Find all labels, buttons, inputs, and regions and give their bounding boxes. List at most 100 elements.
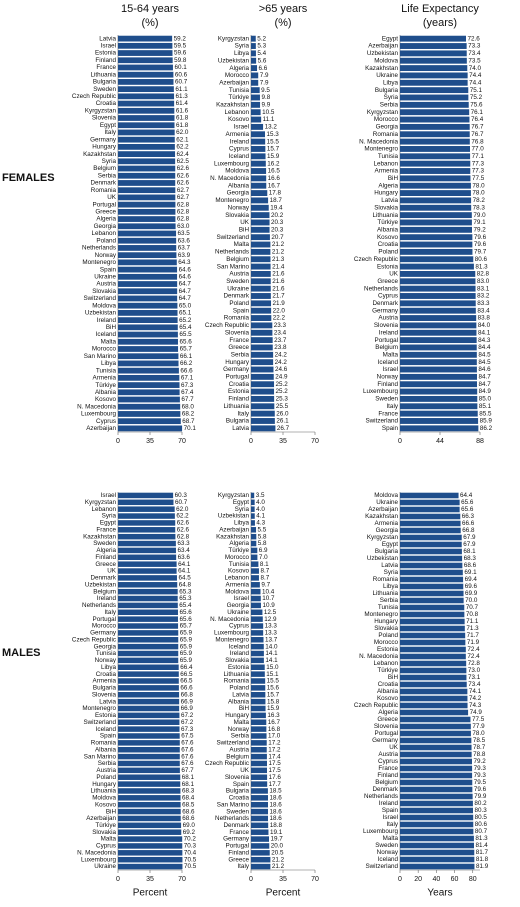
category-label: Belgium <box>375 779 398 786</box>
value-label: 21.6 <box>272 285 285 292</box>
category-label: Albania <box>377 226 399 233</box>
bar <box>118 753 180 760</box>
bar <box>118 165 176 172</box>
bar <box>118 79 174 85</box>
category-label: Slovenia <box>92 691 117 698</box>
value-label: 79.6 <box>474 234 487 241</box>
bar <box>400 779 473 786</box>
x-axis-label: Years <box>427 888 452 899</box>
value-label: 77.0 <box>472 146 485 153</box>
category-label: Uzbekistan <box>367 555 399 562</box>
value-label: 21.6 <box>272 278 285 285</box>
bar <box>118 310 178 316</box>
value-label: 17.6 <box>269 774 282 781</box>
bar <box>251 351 274 358</box>
category-label: Montenegro <box>364 611 398 618</box>
category-label: Latvia <box>381 562 398 569</box>
bar <box>251 623 264 629</box>
value-label: 83.0 <box>477 278 490 285</box>
value-label: 15.0 <box>266 664 279 671</box>
category-label: Serbia <box>380 102 399 109</box>
value-label: 74.3 <box>469 702 482 709</box>
category-label: Norway <box>228 726 250 733</box>
value-label: 83.1 <box>477 285 490 292</box>
bar <box>400 72 468 79</box>
bar <box>118 863 183 870</box>
bar <box>400 226 472 233</box>
category-label: N. Macedonia <box>359 138 398 145</box>
bar <box>118 588 178 595</box>
value-label: 77.3 <box>472 160 485 167</box>
category-label: Hungary <box>374 190 399 197</box>
category-label: Netherlands <box>82 245 116 252</box>
bar <box>400 618 465 625</box>
category-label: Kosovo <box>228 568 250 575</box>
value-label: 26.1 <box>276 418 289 425</box>
bar <box>400 256 474 263</box>
value-label: 13.3 <box>265 623 278 630</box>
value-label: 63.0 <box>177 223 190 230</box>
bar <box>251 863 271 870</box>
x-tick-label: 44 <box>436 438 444 445</box>
bar <box>400 765 473 772</box>
category-label: Malta <box>234 241 250 248</box>
category-label: Germany <box>372 737 399 744</box>
bar <box>118 50 173 56</box>
category-label: Sweden <box>93 86 116 93</box>
bar <box>251 307 272 314</box>
bar <box>251 337 273 344</box>
category-label: France <box>378 765 398 772</box>
bar <box>400 681 467 688</box>
category-label: Egypt <box>100 122 116 129</box>
value-label: 17.4 <box>268 753 281 760</box>
value-label: 22.2 <box>273 315 286 322</box>
value-label: 71.7 <box>467 632 480 639</box>
category-label: Finland <box>377 772 398 779</box>
bar <box>400 248 473 255</box>
value-label: 64.1 <box>178 561 191 568</box>
bar <box>118 520 176 526</box>
bar <box>118 194 176 201</box>
category-label: Switzerland <box>216 234 249 241</box>
bar <box>400 674 467 681</box>
value-label: 19.7 <box>271 836 284 843</box>
category-label: Kyrgyzstan <box>85 107 117 114</box>
bar <box>251 650 264 657</box>
value-label: 68.1 <box>463 548 476 555</box>
bar <box>400 856 475 863</box>
value-label: 17.2 <box>268 746 281 753</box>
bar <box>400 814 474 821</box>
value-label: 61.6 <box>176 107 189 114</box>
category-label: Sweden <box>375 396 398 403</box>
category-label: Libya <box>101 360 117 367</box>
bar <box>251 248 271 255</box>
category-label: Libya <box>234 50 250 57</box>
value-label: 15.5 <box>267 138 280 145</box>
category-label: Algeria <box>96 547 116 554</box>
category-label: Italy <box>104 129 116 136</box>
value-label: 60.6 <box>175 71 188 78</box>
value-label: 66.9 <box>181 705 194 712</box>
category-label: UK <box>240 767 250 774</box>
bar <box>400 849 475 856</box>
category-label: Syria <box>102 158 117 165</box>
category-label: Slovakia <box>374 204 398 211</box>
bar <box>251 788 268 794</box>
category-label: Lithuania <box>223 403 249 410</box>
bar <box>251 366 274 373</box>
category-label: Latvia <box>381 197 398 204</box>
value-label: 24.9 <box>275 374 288 381</box>
category-label: Portugal <box>93 616 116 623</box>
x-tick-label: 70 <box>311 876 319 883</box>
bar <box>251 270 271 277</box>
category-label: Austria <box>229 271 249 278</box>
value-label: 83.8 <box>478 315 491 322</box>
value-label: 81.4 <box>476 842 489 849</box>
category-label: Ireland <box>379 329 399 336</box>
value-label: 70.8 <box>466 611 479 618</box>
value-label: 68.1 <box>182 774 195 781</box>
value-label: 78.5 <box>473 737 486 744</box>
value-label: 71.9 <box>467 639 480 646</box>
category-label: Croatia <box>229 795 250 802</box>
value-label: 84.0 <box>478 322 491 329</box>
